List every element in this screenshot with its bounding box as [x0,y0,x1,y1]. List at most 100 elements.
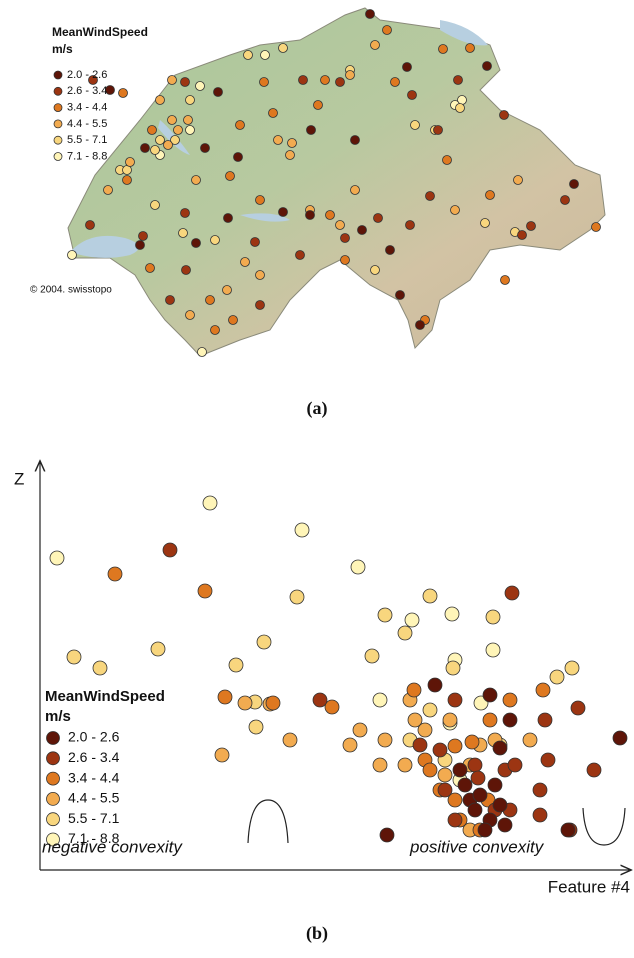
scatter-point [493,798,507,812]
legend-swatch [47,732,60,745]
station-dot [192,176,201,185]
scatter-point [50,551,64,565]
station-dot [86,221,95,230]
station-dot [351,186,360,195]
legend-label: 2.6 - 3.4 [67,85,107,97]
scatter-point [351,560,365,574]
legend-label: 4.4 - 5.5 [68,790,120,806]
scatter-point [613,731,627,745]
panel-label: (b) [306,923,328,944]
station-dot [256,271,265,280]
scatter-point [468,803,482,817]
scatter-point [561,823,575,837]
station-dot [198,348,207,357]
scatter-point [541,753,555,767]
legend-label: 5.5 - 7.1 [67,134,107,146]
scatter-point [229,658,243,672]
station-dot [561,196,570,205]
figure: MeanWindSpeedm/s2.0 - 2.62.6 - 3.43.4 - … [0,0,634,958]
station-dot [141,144,150,153]
station-dot [351,136,360,145]
scatter-point [533,783,547,797]
station-dot [104,186,113,195]
station-dot [148,126,157,135]
station-dot [279,208,288,217]
station-dot [307,126,316,135]
station-dot [168,116,177,125]
annotation: positive convexity [409,837,545,856]
scatter-point [468,758,482,772]
scatter-point [295,523,309,537]
station-dot [374,214,383,223]
scatter-point [478,823,492,837]
scatter-point [313,693,327,707]
station-dot [224,214,233,223]
legend-swatch [47,792,60,805]
scatter-point [428,678,442,692]
station-dot [166,296,175,305]
station-dot [229,316,238,325]
scatter-point [353,723,367,737]
station-dot [223,286,232,295]
scatter-point [453,763,467,777]
station-dot [341,256,350,265]
legend-label: 3.4 - 4.4 [68,769,120,785]
station-dot [466,44,475,53]
station-dot [274,136,283,145]
station-dot [196,82,205,91]
scatter-point [473,788,487,802]
station-dot [336,221,345,230]
scatter-point [365,649,379,663]
station-dot [234,153,243,162]
scatter-point [471,771,485,785]
station-dot [346,71,355,80]
station-dot [186,96,195,105]
scatter-point [266,696,280,710]
station-dot [261,51,270,60]
scatter-point [198,584,212,598]
legend-swatch [54,153,62,161]
station-dot [192,239,201,248]
station-dot [570,180,579,189]
scatter-point [413,738,427,752]
legend-title: MeanWindSpeed [52,25,148,39]
station-dot [456,104,465,113]
station-dot [251,238,260,247]
station-dot [256,301,265,310]
scatter-point [438,783,452,797]
legend-label: 7.1 - 8.8 [67,150,107,162]
scatter-point [398,626,412,640]
scatter-point [448,739,462,753]
station-dot [396,291,405,300]
scatter-point [418,723,432,737]
scatter-point [571,701,585,715]
scatter-point [536,683,550,697]
station-dot [326,211,335,220]
station-dot [206,296,215,305]
station-dot [126,158,135,167]
station-dot [241,258,250,267]
station-dot [186,311,195,320]
scatter-point [373,693,387,707]
scatter-point [407,683,421,697]
station-dot [123,176,132,185]
scatter-point [380,828,394,842]
station-dot [366,10,375,19]
station-dot [371,266,380,275]
legend-unit: m/s [45,708,71,725]
station-dot [411,121,420,130]
station-dot [426,192,435,201]
legend-swatch [54,87,62,95]
scatter-point [533,808,547,822]
legend-swatch [54,71,62,79]
scatter-point [503,693,517,707]
scatter-point [163,543,177,557]
scatter-point [505,586,519,600]
station-dot [358,226,367,235]
station-dot [439,45,448,54]
scatter-point [587,763,601,777]
station-dot [211,236,220,245]
station-dot [341,234,350,243]
scatter-point [215,748,229,762]
scatter-point [423,763,437,777]
